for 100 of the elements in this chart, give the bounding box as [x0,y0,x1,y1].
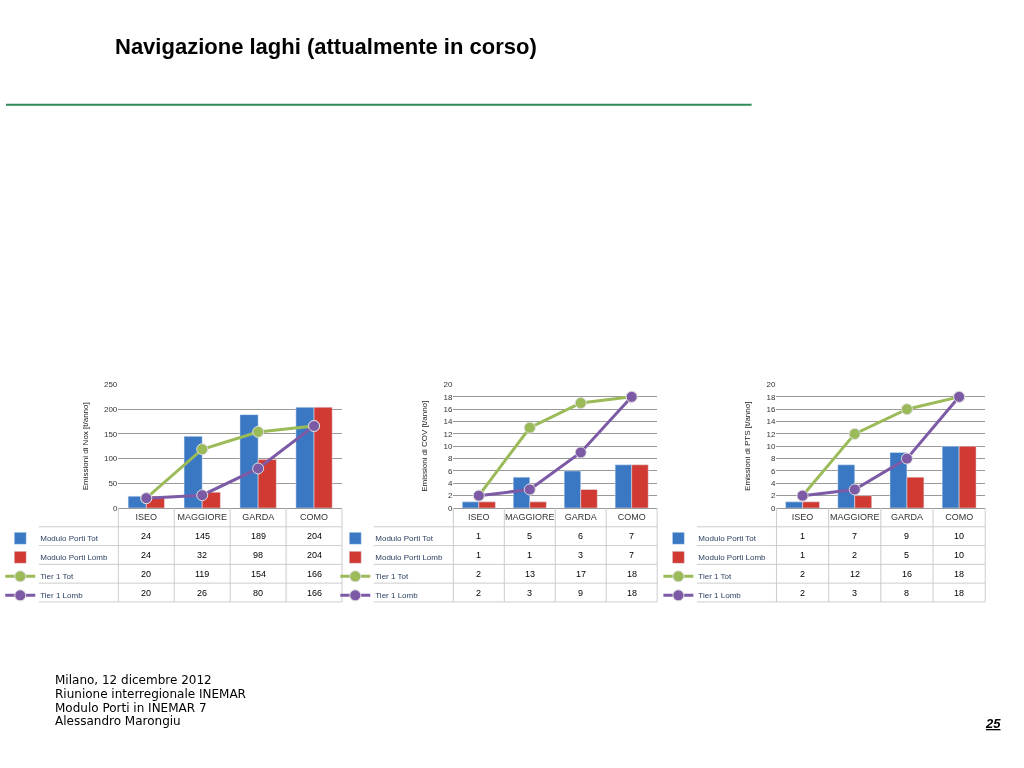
data-label: 18 [627,588,638,598]
data-label: 7 [629,531,635,541]
data-label: 166 [307,588,323,598]
y-axis-title: Emissioni di Nox [t/anno] [80,402,90,491]
text: Alessandro Marongiu [55,714,181,728]
data-label: 7 [629,550,635,560]
y-tick-label: 150 [103,429,118,439]
data-label: 1 [476,550,482,560]
legend-label: Modulo Porti Lomb [40,553,108,563]
y-tick-label: 250 [103,380,118,390]
data-label: 18 [954,588,965,598]
data-label: 2 [800,588,806,598]
y-tick-label: 10 [766,442,776,452]
legend-label: Modulo Porti Lomb [698,553,767,563]
y-tick-label: 2 [447,491,453,501]
x-tick-label: COMO [945,511,974,522]
data-label: 1 [800,550,806,560]
legend-label: Tier 1 Tot [40,572,74,582]
data-label: 80 [253,588,264,598]
x-tick-label: MAGGIORE [177,511,227,522]
data-label: 1 [800,531,806,541]
y-tick-label: 8 [771,454,777,464]
data-label: 10 [954,550,965,560]
y-axis-title: Emissioni di COV [t/anno] [420,400,430,492]
y-tick-label: 18 [443,392,453,402]
data-label: 204 [307,531,323,541]
y-tick-label: 12 [443,429,453,439]
legend-label: Modulo Porti Tot [40,534,99,544]
data-label: 2 [476,569,482,579]
y-tick-label: 14 [766,417,776,427]
data-label: 9 [904,531,910,541]
y-tick-label: 20 [443,380,453,390]
data-label: 18 [954,569,965,579]
x-tick-label: MAGGIORE [829,511,880,522]
data-label: 189 [251,531,267,541]
legend-label: Tier 1 Tot [698,572,733,582]
data-label: 20 [141,588,152,598]
y-tick-label: 2 [771,491,777,501]
data-label: 1 [476,531,482,541]
y-tick-label: 10 [443,442,453,452]
data-label: 1 [527,550,533,560]
text: 25 [985,716,1002,731]
y-tick-label: 8 [447,454,453,464]
y-tick-label: 12 [766,429,776,439]
y-tick-label: 0 [112,503,118,513]
x-tick-label: ISEO [791,511,814,522]
data-label: 32 [197,550,208,560]
text: Modulo Porti in INEMAR 7 [55,701,207,715]
legend-label: Modulo Porti Tot [698,534,757,544]
y-tick-label: 0 [447,503,453,513]
chart-title: Navigazione laghi (attualmente in corso) [115,34,537,59]
data-label: 26 [197,588,208,598]
data-label: 5 [904,550,910,560]
y-tick-label: 0 [771,503,777,513]
data-label: 20 [141,569,152,579]
data-label: 5 [527,531,533,541]
y-tick-label: 50 [108,479,118,489]
data-label: 154 [251,569,267,579]
data-label: 2 [476,588,482,598]
x-tick-label: GARDA [564,511,597,522]
y-tick-label: 200 [103,405,118,414]
legend-label: Tier 1 Tot [375,572,409,582]
text: Riunione interregionale INEMAR [55,687,246,701]
x-tick-label: ISEO [135,511,158,522]
data-label: 24 [141,531,152,541]
y-axis-title: Emissioni di PTS [t/anno] [743,401,753,491]
legend-label: Modulo Porti Tot [375,534,434,544]
legend-label: Tier 1 Lomb [40,591,84,601]
y-tick-label: 20 [766,380,776,390]
data-label: 18 [627,569,638,579]
x-tick-label: ISEO [468,511,490,522]
legend-label: Tier 1 Lomb [698,591,742,601]
data-label: 10 [954,531,965,541]
data-label: 16 [902,569,913,579]
data-label: 166 [307,569,323,579]
data-label: 2 [852,550,858,560]
data-label: 13 [525,569,536,579]
data-label: 9 [578,588,584,598]
y-tick-label: 4 [771,479,777,489]
data-label: 3 [852,588,858,598]
y-tick-label: 6 [447,466,453,476]
x-tick-label: COMO [617,511,646,522]
data-label: 98 [253,550,264,560]
y-tick-label: 14 [443,417,453,427]
y-tick-label: 6 [771,466,777,476]
data-label: 119 [195,569,210,579]
legend-label: Modulo Porti Lomb [375,553,443,563]
legend-label: Tier 1 Lomb [375,591,419,601]
x-tick-label: GARDA [242,511,275,522]
text: Milano, 12 dicembre 2012 [55,673,212,687]
data-label: 17 [576,569,587,579]
data-label: 12 [850,569,861,579]
data-label: 3 [527,588,533,598]
data-label: 145 [195,531,211,541]
y-tick-label: 18 [766,392,776,402]
data-label: 204 [307,550,323,560]
y-tick-label: 16 [766,405,776,414]
data-label: 3 [578,550,584,560]
x-tick-label: GARDA [890,511,923,522]
y-tick-label: 16 [443,405,453,414]
